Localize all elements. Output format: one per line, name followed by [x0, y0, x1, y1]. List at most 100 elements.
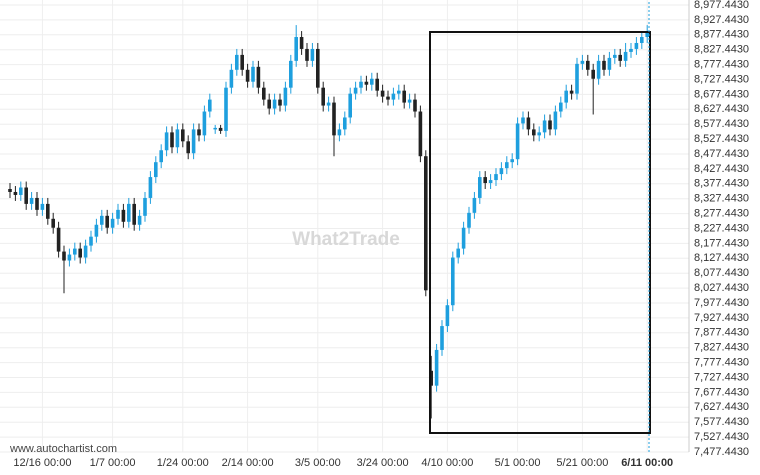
candle-body: [197, 129, 201, 136]
candle-body: [602, 60, 606, 70]
candle-body: [424, 156, 428, 291]
candle-body: [83, 245, 88, 258]
candle-body: [564, 90, 568, 103]
candle-body: [132, 203, 136, 225]
x-tick-label: 5/21 00:00: [556, 457, 608, 469]
candle-body: [121, 209, 126, 222]
candle-body: [100, 215, 104, 225]
candle-body: [116, 209, 120, 219]
y-tick-label: 8,827.4430: [694, 44, 749, 56]
candle-body: [359, 81, 363, 88]
y-tick-label: 8,677.4430: [694, 88, 749, 100]
y-tick-label: 7,827.4430: [694, 342, 749, 354]
candle-body: [429, 370, 433, 386]
candle-body: [445, 305, 450, 327]
y-tick-label: 7,927.4430: [694, 312, 749, 324]
candle-body: [175, 129, 180, 148]
candle-body: [629, 48, 633, 52]
y-tick-label: 8,027.4430: [694, 282, 749, 294]
candle-body: [332, 102, 336, 136]
candle-body: [488, 180, 493, 184]
candle-body: [370, 78, 374, 85]
x-tick-label: 6/11 00:00: [621, 457, 673, 469]
y-tick-label: 8,577.4430: [694, 118, 749, 130]
candle-body: [316, 48, 320, 88]
candle-body: [623, 51, 628, 61]
candle-body: [164, 132, 169, 151]
candle-body: [413, 99, 417, 112]
candle-body: [283, 87, 288, 106]
y-tick-label: 7,527.4430: [694, 431, 749, 443]
candle-body: [510, 159, 514, 163]
y-tick-label: 8,927.4430: [694, 14, 749, 26]
candle-body: [407, 99, 412, 103]
candle-body: [402, 90, 406, 103]
candle-body: [170, 132, 174, 148]
grid: [0, 0, 689, 453]
candle-body: [159, 150, 163, 163]
y-tick-label: 7,477.4430: [694, 446, 749, 458]
y-tick-label: 8,877.4430: [694, 29, 749, 41]
candle-body: [494, 174, 498, 181]
candle-body: [40, 203, 45, 210]
candle-body: [553, 111, 558, 130]
candle-body: [278, 99, 282, 106]
y-tick-label: 8,377.4430: [694, 178, 749, 190]
candle-body: [137, 215, 142, 225]
candle-body: [235, 54, 239, 70]
candle-body: [229, 69, 234, 88]
candle-body: [105, 215, 109, 228]
candle-body: [294, 37, 298, 61]
source: www.autochartist.com: [9, 443, 117, 455]
candle-body: [289, 60, 293, 88]
candle-body: [607, 57, 612, 70]
y-tick-label: 8,777.4430: [694, 59, 749, 71]
x-tick-label: 12/16 00:00: [13, 457, 71, 469]
y-tick-label: 7,677.4430: [694, 386, 749, 398]
candle-body: [326, 102, 331, 106]
candle-body: [89, 236, 93, 246]
candle-body: [267, 99, 271, 109]
candle-body: [46, 203, 50, 219]
candle-body: [645, 31, 649, 38]
candle-body: [343, 117, 347, 130]
candle-body: [521, 117, 525, 124]
candle-body: [472, 197, 477, 213]
candle-body: [586, 60, 590, 70]
candle-body: [321, 87, 325, 106]
candle-body: [467, 212, 471, 228]
candle-body: [67, 254, 72, 261]
x-tick-label: 3/5 00:00: [295, 457, 341, 469]
candle-body: [62, 251, 66, 261]
candle-body: [143, 197, 147, 216]
y-tick-label: 8,627.4430: [694, 103, 749, 115]
candle-body: [202, 111, 207, 136]
y-tick-label: 8,077.4430: [694, 267, 749, 279]
candle-body: [348, 93, 352, 118]
x-tick-label: 5/1 00:00: [495, 457, 541, 469]
candle-body: [559, 102, 563, 112]
x-tick-label: 1/24 00:00: [157, 457, 209, 469]
y-tick-label: 8,127.4430: [694, 252, 749, 264]
candle-body: [272, 99, 277, 109]
candle-body: [208, 99, 212, 112]
candle-body: [19, 187, 23, 195]
y-tick-label: 8,977.4430: [694, 0, 749, 11]
candle-body: [569, 90, 574, 94]
candle-body: [310, 48, 315, 61]
candle-body: [110, 218, 115, 228]
candle-body: [224, 87, 228, 131]
candle-body: [478, 177, 482, 198]
candle-body: [337, 129, 342, 136]
candle-body: [434, 349, 439, 386]
candle-body: [299, 37, 304, 49]
candle-body: [418, 111, 423, 157]
candle-body: [618, 54, 622, 61]
x-tick-label: 2/14 00:00: [222, 457, 274, 469]
y-tick-label: 7,727.4430: [694, 371, 749, 383]
candle-body: [483, 177, 487, 184]
y-tick-label: 7,777.4430: [694, 357, 749, 369]
candle-body: [364, 81, 369, 85]
candle-body: [218, 127, 223, 131]
